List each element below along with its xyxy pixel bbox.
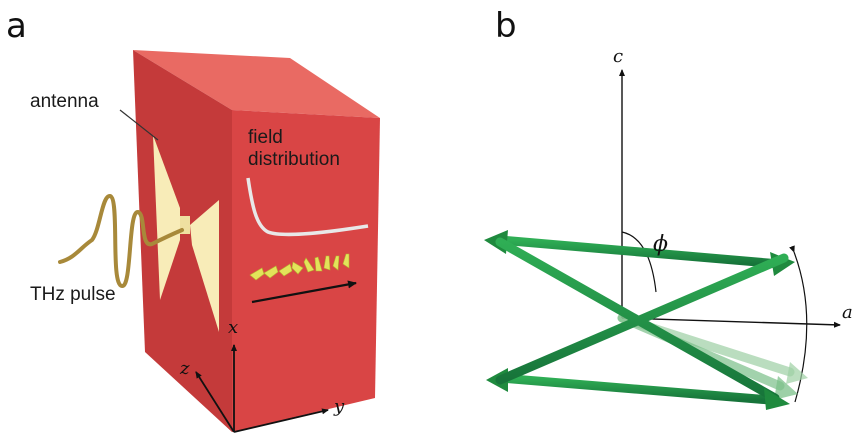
phi-label: ϕ <box>653 232 668 257</box>
phi-angle-arc <box>621 231 657 293</box>
green-rod-diag-down <box>495 237 780 403</box>
green-rods <box>484 230 795 410</box>
coordinate-axes <box>195 344 329 433</box>
crystal-top-face <box>133 50 380 118</box>
field-arrow <box>323 255 331 271</box>
c-axis-label: c <box>613 46 624 67</box>
faded-rod-head <box>786 362 808 384</box>
y-axis-arrow <box>233 408 329 433</box>
field-arrow <box>342 253 350 269</box>
green-rod-head <box>764 388 790 410</box>
antenna-pointer-line <box>119 109 159 141</box>
field-arrows <box>249 253 350 281</box>
a-axis-arrow <box>621 317 841 328</box>
panel-a-label: a <box>6 6 27 46</box>
field-arrow <box>263 265 279 279</box>
field-arrow <box>332 255 340 271</box>
field-arrow <box>249 267 265 281</box>
thz-pulse-wave <box>58 194 184 289</box>
antenna-right-triangle <box>190 200 219 332</box>
green-rod-upper <box>495 235 785 269</box>
panel-b <box>484 69 841 410</box>
thz-pulse-label: THz pulse <box>30 284 116 305</box>
field-arrow <box>314 256 323 272</box>
rotation-arc <box>789 245 808 403</box>
antenna <box>153 135 219 332</box>
antenna-gap <box>180 216 190 234</box>
crystal-front-face <box>232 110 380 432</box>
antenna-label: antenna <box>30 91 99 112</box>
field-label-line2: distribution <box>248 149 340 170</box>
crystal-left-face <box>133 50 232 432</box>
z-axis-label: z <box>180 358 190 379</box>
field-arrow <box>303 257 315 273</box>
field-arrow <box>278 263 293 277</box>
field-distribution-curve <box>246 177 369 237</box>
propagation-arrow <box>251 280 357 304</box>
x-axis-label: x <box>228 317 239 338</box>
field-label-line1: field <box>248 127 283 148</box>
antenna-left-triangle <box>153 135 180 300</box>
faded-rod-head <box>774 376 798 400</box>
panel-a <box>58 50 380 433</box>
z-axis-arrow <box>195 371 235 433</box>
panel-b-label: b <box>495 6 517 46</box>
field-arrow <box>291 261 304 275</box>
crystal-block <box>133 50 380 432</box>
y-axis-label: y <box>334 396 345 417</box>
green-rod-lower <box>495 373 775 405</box>
a-axis-label: a <box>842 302 853 323</box>
